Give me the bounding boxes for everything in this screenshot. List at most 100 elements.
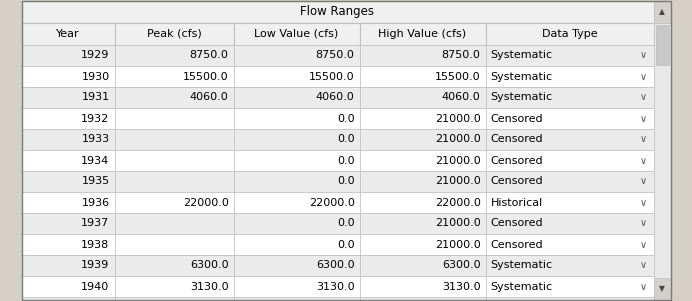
- Text: 4060.0: 4060.0: [190, 92, 228, 103]
- Text: 3130.0: 3130.0: [190, 281, 228, 291]
- Bar: [233, 234, 360, 255]
- Text: Peak (cfs): Peak (cfs): [147, 29, 201, 39]
- Bar: [21, 234, 114, 255]
- Text: Low Value (cfs): Low Value (cfs): [255, 29, 338, 39]
- Text: 1933: 1933: [82, 135, 109, 144]
- Bar: [21, 108, 114, 129]
- Text: 6300.0: 6300.0: [190, 260, 228, 271]
- Text: 1930: 1930: [82, 72, 109, 82]
- Text: 0.0: 0.0: [337, 240, 354, 250]
- Bar: [233, 66, 360, 87]
- Bar: [655, 25, 668, 65]
- Bar: [486, 87, 653, 108]
- Bar: [114, 108, 233, 129]
- Text: 22000.0: 22000.0: [435, 197, 480, 207]
- Text: 0.0: 0.0: [337, 156, 354, 166]
- Bar: [114, 192, 233, 213]
- Text: 21000.0: 21000.0: [435, 113, 480, 123]
- Bar: [360, 23, 486, 45]
- Text: Systematic: Systematic: [491, 92, 553, 103]
- Text: 6300.0: 6300.0: [442, 260, 480, 271]
- Text: 1935: 1935: [82, 176, 109, 187]
- Text: 8750.0: 8750.0: [190, 51, 228, 61]
- Text: 21000.0: 21000.0: [435, 240, 480, 250]
- Text: 1939: 1939: [81, 260, 109, 271]
- Bar: [21, 45, 114, 66]
- Text: Systematic: Systematic: [491, 281, 553, 291]
- Text: Systematic: Systematic: [491, 260, 553, 271]
- Text: 1938: 1938: [81, 240, 109, 250]
- Bar: [360, 297, 486, 301]
- Bar: [21, 150, 114, 171]
- Text: Systematic: Systematic: [491, 72, 553, 82]
- Bar: [486, 276, 653, 297]
- Bar: [21, 171, 114, 192]
- Text: Censored: Censored: [491, 219, 543, 228]
- Text: 3130.0: 3130.0: [316, 281, 354, 291]
- Text: ∨: ∨: [640, 176, 647, 187]
- Text: ∨: ∨: [640, 113, 647, 123]
- Bar: [233, 276, 360, 297]
- Text: 21000.0: 21000.0: [435, 219, 480, 228]
- Bar: [486, 45, 653, 66]
- Bar: [233, 171, 360, 192]
- Bar: [486, 66, 653, 87]
- Text: 8750.0: 8750.0: [441, 51, 480, 61]
- Text: 15500.0: 15500.0: [435, 72, 480, 82]
- Text: 1931: 1931: [82, 92, 109, 103]
- Bar: [486, 234, 653, 255]
- Text: 0.0: 0.0: [337, 135, 354, 144]
- Bar: [233, 213, 360, 234]
- Bar: [114, 213, 233, 234]
- Text: Censored: Censored: [491, 113, 543, 123]
- Bar: [114, 276, 233, 297]
- Bar: [360, 108, 486, 129]
- Bar: [486, 213, 653, 234]
- Text: 21000.0: 21000.0: [435, 135, 480, 144]
- Text: 1940: 1940: [81, 281, 109, 291]
- Bar: [21, 87, 114, 108]
- Text: Systematic: Systematic: [491, 51, 553, 61]
- Bar: [653, 278, 671, 300]
- Text: 6300.0: 6300.0: [316, 260, 354, 271]
- Bar: [114, 150, 233, 171]
- Text: 21000.0: 21000.0: [435, 176, 480, 187]
- Text: 4060.0: 4060.0: [441, 92, 480, 103]
- Bar: [21, 213, 114, 234]
- Text: ∨: ∨: [640, 260, 647, 271]
- Bar: [114, 87, 233, 108]
- Text: 22000.0: 22000.0: [183, 197, 228, 207]
- Bar: [114, 23, 233, 45]
- Text: ∨: ∨: [640, 281, 647, 291]
- Text: 8750.0: 8750.0: [316, 51, 354, 61]
- Bar: [233, 129, 360, 150]
- Bar: [360, 276, 486, 297]
- Text: ∨: ∨: [640, 240, 647, 250]
- Bar: [114, 129, 233, 150]
- Text: Censored: Censored: [491, 156, 543, 166]
- Bar: [233, 150, 360, 171]
- Bar: [360, 45, 486, 66]
- Bar: [114, 255, 233, 276]
- Text: 1936: 1936: [82, 197, 109, 207]
- Bar: [114, 45, 233, 66]
- Bar: [114, 66, 233, 87]
- Bar: [486, 150, 653, 171]
- Bar: [486, 255, 653, 276]
- Text: Data Type: Data Type: [542, 29, 597, 39]
- Bar: [360, 66, 486, 87]
- Bar: [21, 129, 114, 150]
- Text: High Value (cfs): High Value (cfs): [379, 29, 466, 39]
- Bar: [360, 129, 486, 150]
- Bar: [21, 297, 114, 301]
- Bar: [233, 192, 360, 213]
- Bar: [360, 192, 486, 213]
- Bar: [233, 87, 360, 108]
- Text: 1929: 1929: [81, 51, 109, 61]
- Text: ▼: ▼: [659, 284, 665, 293]
- Bar: [21, 66, 114, 87]
- Text: ∨: ∨: [640, 92, 647, 103]
- Bar: [360, 87, 486, 108]
- Bar: [486, 192, 653, 213]
- Bar: [360, 255, 486, 276]
